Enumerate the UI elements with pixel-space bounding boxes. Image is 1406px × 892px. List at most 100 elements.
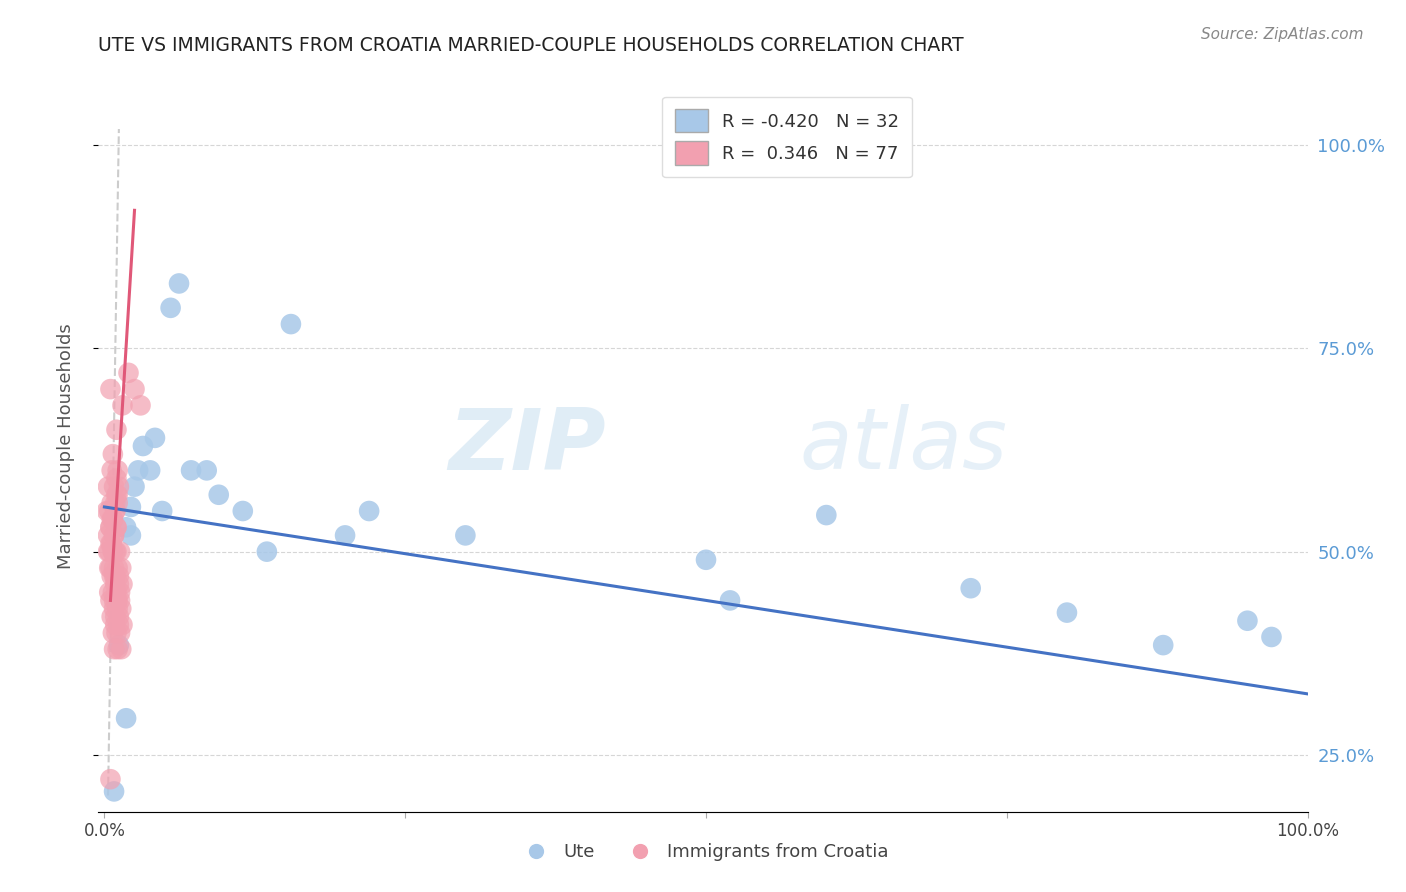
Point — [107, 488, 129, 502]
Point — [815, 508, 838, 522]
Point — [108, 626, 131, 640]
Point — [105, 626, 128, 640]
Point — [103, 784, 125, 798]
Point — [100, 561, 122, 575]
Point — [104, 496, 127, 510]
Point — [100, 496, 122, 510]
Point — [104, 577, 127, 591]
Point — [232, 504, 254, 518]
Point — [108, 569, 131, 583]
Point — [132, 439, 155, 453]
Point — [108, 638, 131, 652]
Point — [108, 577, 131, 591]
Legend: Ute, Immigrants from Croatia: Ute, Immigrants from Croatia — [510, 836, 896, 869]
Point — [100, 569, 122, 583]
Point — [104, 617, 127, 632]
Point — [98, 585, 121, 599]
Point — [120, 528, 142, 542]
Point — [1236, 614, 1258, 628]
Point — [110, 601, 132, 615]
Point — [110, 642, 132, 657]
Point — [108, 480, 131, 494]
Point — [96, 504, 118, 518]
Point — [139, 463, 162, 477]
Point — [124, 480, 146, 494]
Point — [167, 277, 190, 291]
Point — [359, 504, 381, 518]
Point — [159, 301, 181, 315]
Point — [108, 617, 131, 632]
Point — [103, 528, 125, 542]
Point — [104, 609, 127, 624]
Point — [103, 528, 125, 542]
Point — [98, 544, 121, 558]
Point — [100, 536, 122, 550]
Point — [127, 463, 149, 477]
Point — [98, 504, 121, 518]
Point — [103, 480, 125, 494]
Point — [97, 480, 120, 494]
Point — [104, 569, 127, 583]
Point — [100, 609, 122, 624]
Point — [105, 471, 128, 485]
Point — [101, 512, 124, 526]
Point — [98, 561, 121, 575]
Point — [195, 463, 218, 477]
Point — [104, 544, 127, 558]
Point — [101, 544, 124, 558]
Point — [129, 398, 152, 412]
Point — [97, 528, 120, 542]
Point — [107, 642, 129, 657]
Point — [104, 504, 127, 518]
Point — [101, 585, 124, 599]
Point — [100, 463, 122, 477]
Point — [105, 585, 128, 599]
Point — [108, 544, 131, 558]
Point — [124, 382, 146, 396]
Point — [108, 593, 131, 607]
Point — [105, 520, 128, 534]
Point — [105, 488, 128, 502]
Point — [101, 512, 124, 526]
Point — [104, 504, 127, 518]
Point — [105, 544, 128, 558]
Y-axis label: Married-couple Households: Married-couple Households — [56, 323, 75, 569]
Point — [100, 382, 122, 396]
Point — [111, 617, 134, 632]
Point — [150, 504, 173, 518]
Point — [111, 825, 134, 839]
Point — [959, 581, 981, 595]
Point — [107, 463, 129, 477]
Point — [100, 520, 122, 534]
Text: Source: ZipAtlas.com: Source: ZipAtlas.com — [1201, 27, 1364, 42]
Point — [111, 398, 134, 412]
Point — [280, 317, 302, 331]
Point — [143, 431, 166, 445]
Point — [100, 536, 122, 550]
Point — [103, 569, 125, 583]
Point — [100, 593, 122, 607]
Point — [208, 488, 231, 502]
Point — [101, 447, 124, 461]
Point — [103, 642, 125, 657]
Point — [105, 423, 128, 437]
Point — [97, 544, 120, 558]
Point — [107, 601, 129, 615]
Point — [1152, 638, 1174, 652]
Point — [120, 500, 142, 514]
Point — [107, 496, 129, 510]
Point — [115, 711, 138, 725]
Point — [100, 512, 122, 526]
Text: UTE VS IMMIGRANTS FROM CROATIA MARRIED-COUPLE HOUSEHOLDS CORRELATION CHART: UTE VS IMMIGRANTS FROM CROATIA MARRIED-C… — [98, 36, 965, 54]
Point — [107, 561, 129, 575]
Point — [103, 561, 125, 575]
Point — [101, 544, 124, 558]
Point — [101, 626, 124, 640]
Point — [108, 585, 131, 599]
Point — [1260, 630, 1282, 644]
Point — [105, 520, 128, 534]
Text: ZIP: ZIP — [449, 404, 606, 488]
Point — [107, 593, 129, 607]
Point — [100, 520, 122, 534]
Point — [103, 601, 125, 615]
